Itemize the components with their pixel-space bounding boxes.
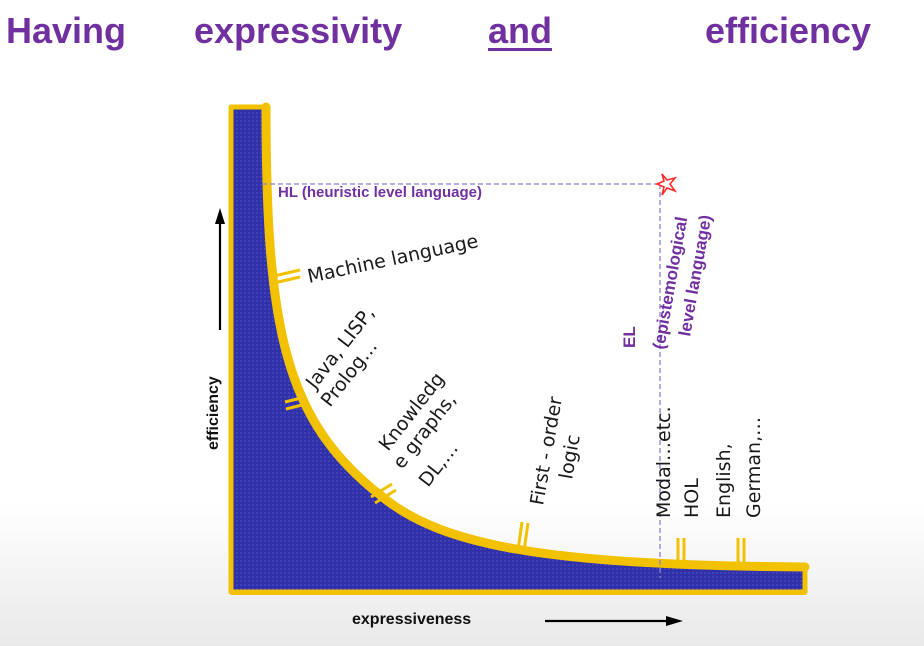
curve-tick-fol [516, 521, 530, 552]
tradeoff-curve [261, 102, 810, 572]
title-word-having: Having [6, 10, 127, 51]
label-english: English, [713, 443, 735, 518]
y-axis-label: efficiency [205, 376, 222, 450]
target-star-icon [654, 173, 678, 196]
label-modal: Modal…etc. [653, 406, 675, 518]
curve-tick-machine [273, 268, 301, 285]
title-word-and: and [488, 10, 553, 51]
label-hol: HOL [681, 478, 703, 518]
label-machine-language: Machine language [305, 230, 480, 288]
title-word-expressivity: expressivity [194, 10, 403, 51]
label-german: German,… [743, 417, 765, 518]
x-axis-label: expressiveness [352, 611, 471, 628]
hl-label: HL (heuristic level language) [278, 184, 482, 201]
curve-tick-java [284, 395, 307, 411]
tradeoff-area [228, 104, 808, 595]
title-word-efficiency: efficiency [705, 10, 872, 51]
el-label: EL [620, 326, 639, 348]
y-axis-arrowhead-icon [215, 208, 225, 224]
curve-tick-kg [370, 482, 397, 505]
curve-tick-hol [676, 538, 686, 562]
curve-tick-natural [736, 538, 746, 562]
x-axis-arrowhead-icon [666, 616, 683, 626]
